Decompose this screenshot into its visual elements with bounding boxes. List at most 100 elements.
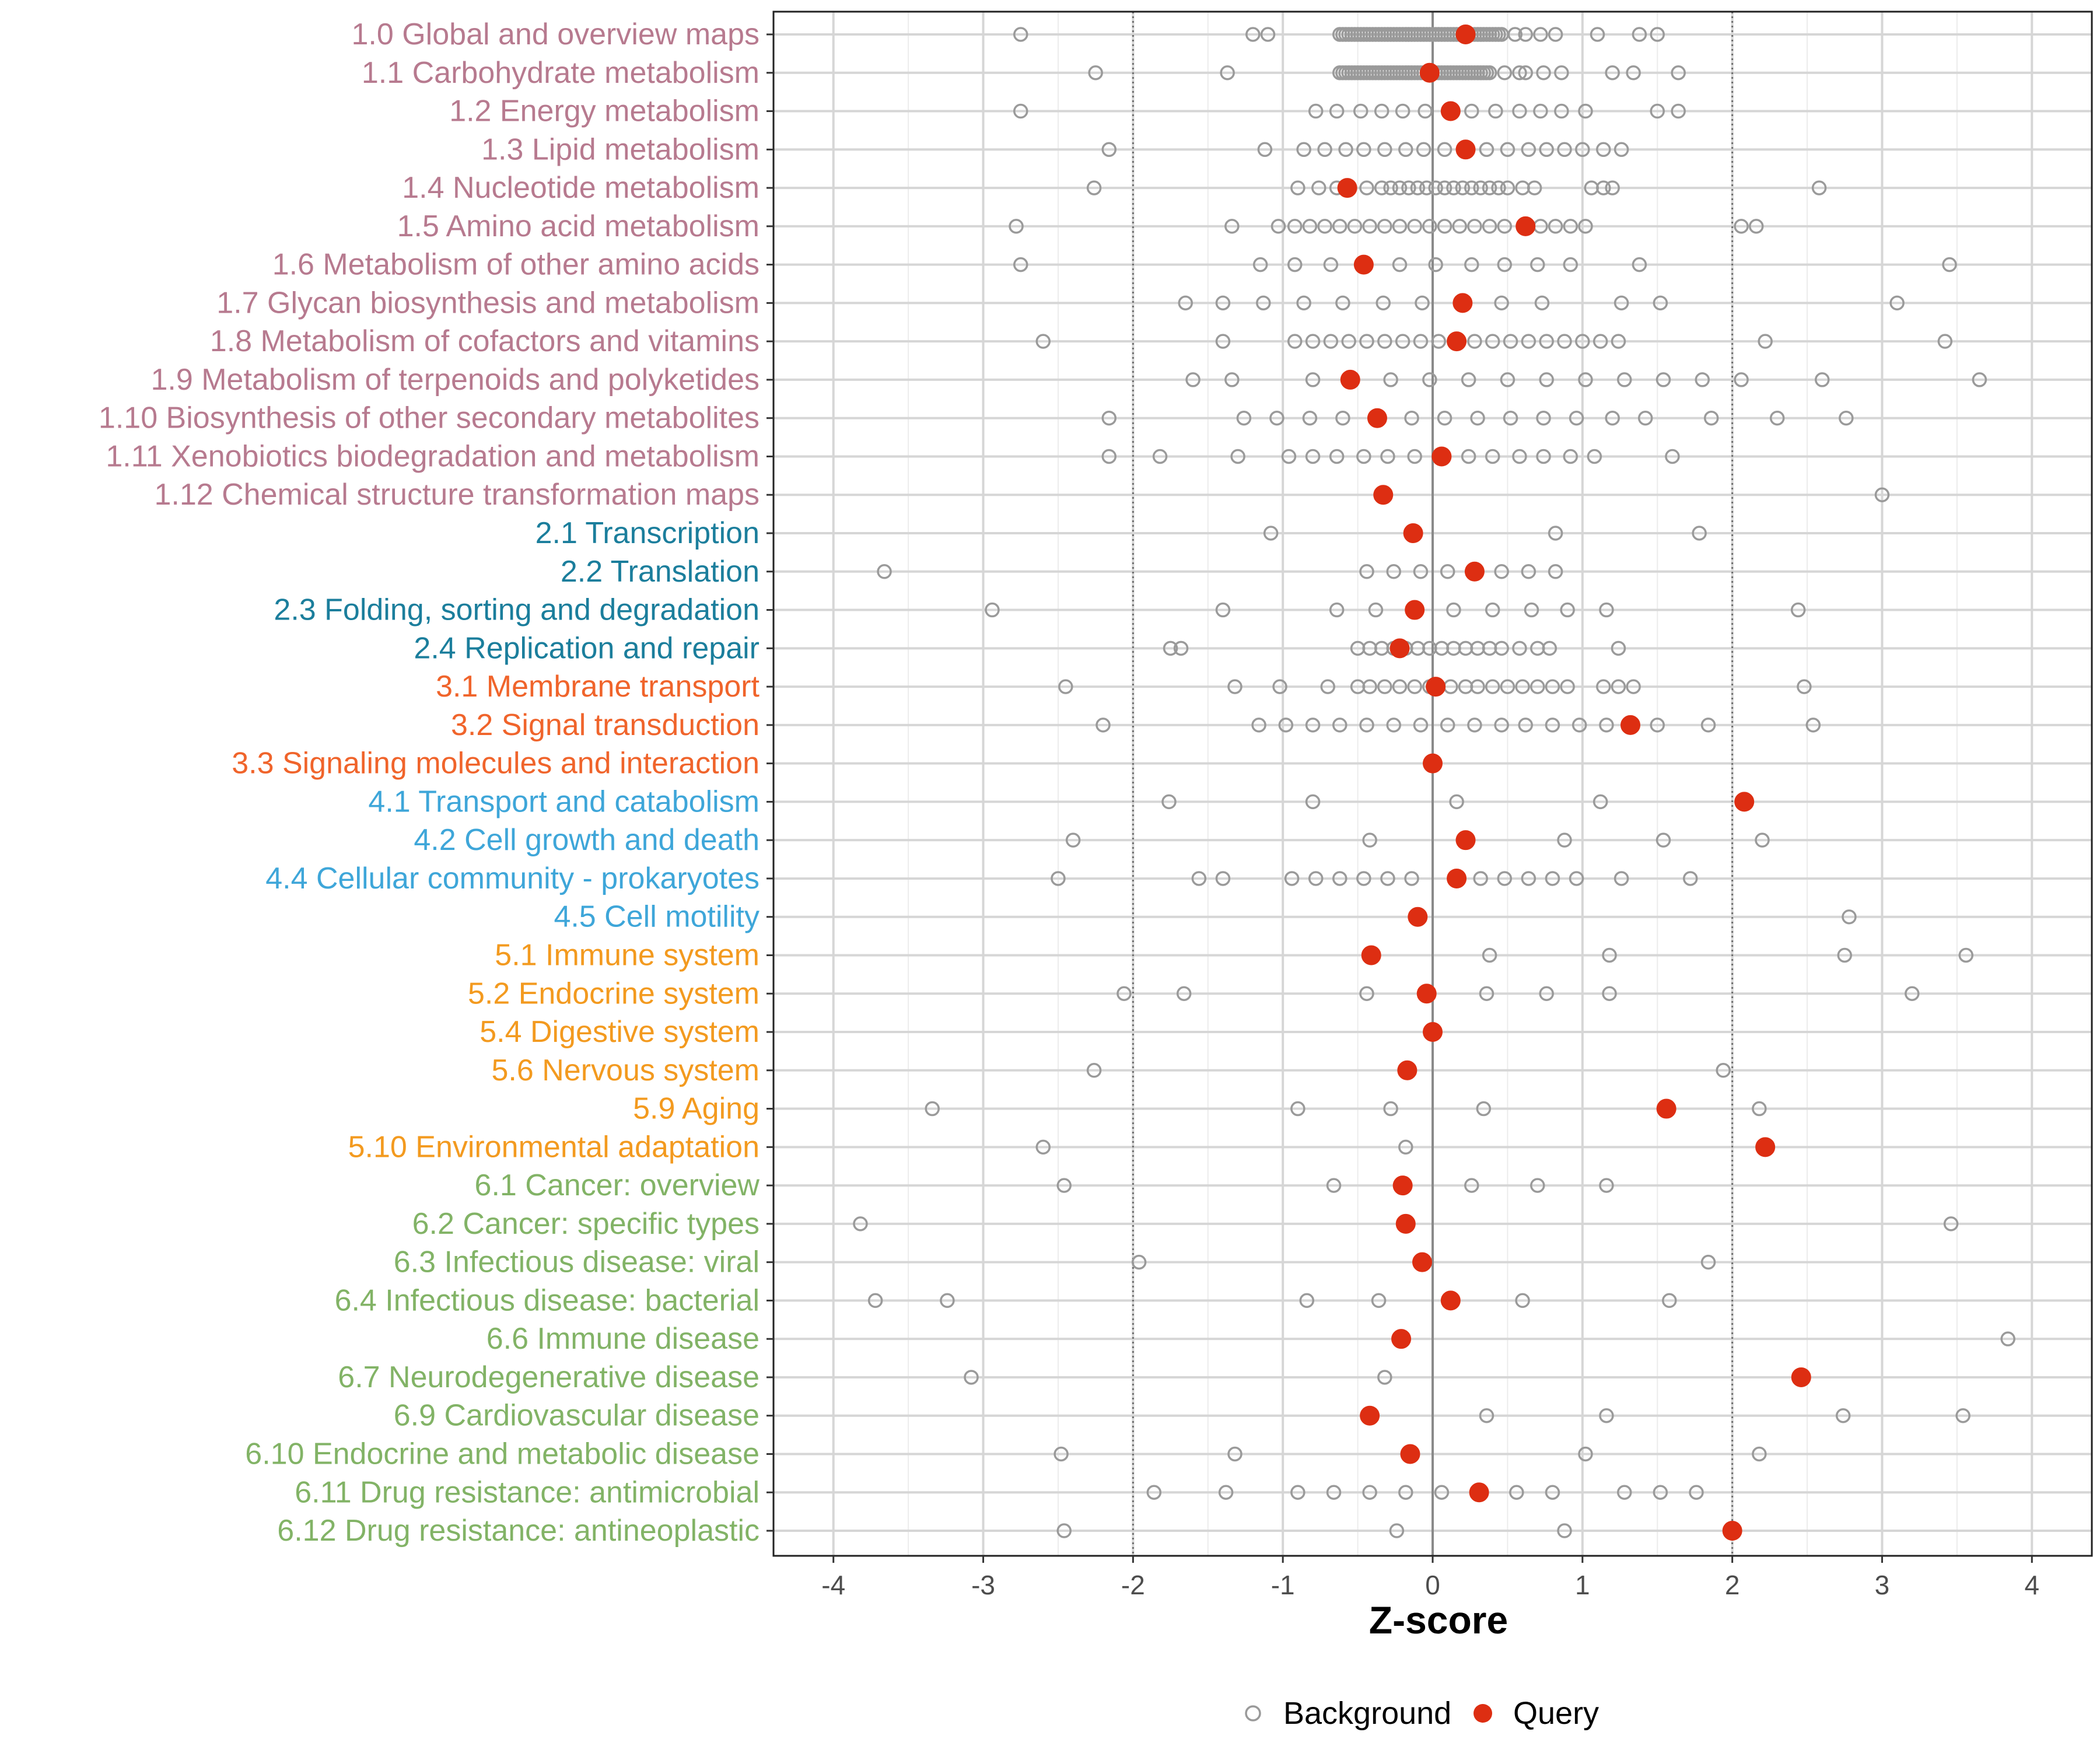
- background-point: [1215, 334, 1231, 349]
- query-point: [1755, 1137, 1776, 1157]
- background-point: [1527, 180, 1542, 195]
- background-point: [1734, 219, 1749, 234]
- y-tick-label: 3.1 Membrane transport: [436, 670, 760, 704]
- background-point: [1308, 871, 1324, 886]
- background-point: [1755, 832, 1770, 848]
- background-point: [1446, 602, 1461, 618]
- background-point: [1515, 679, 1530, 694]
- query-point: [1367, 408, 1387, 428]
- background-point: [1422, 219, 1437, 234]
- background-point: [1215, 871, 1231, 886]
- background-point: [1596, 142, 1611, 158]
- background-point: [1734, 372, 1749, 387]
- background-point: [925, 1101, 940, 1117]
- background-point: [1326, 1178, 1342, 1193]
- background-point: [1176, 986, 1192, 1001]
- background-point: [1482, 180, 1497, 195]
- legend-marker-background: [1245, 1705, 1261, 1721]
- background-point: [1326, 1485, 1342, 1500]
- background-point: [1569, 410, 1584, 426]
- background-point: [1178, 295, 1193, 311]
- background-point: [1287, 219, 1303, 234]
- background-point: [1305, 718, 1321, 733]
- background-point: [1056, 1523, 1072, 1538]
- background-point: [1563, 449, 1578, 464]
- background-point: [1428, 180, 1443, 195]
- background-point: [1191, 871, 1207, 886]
- y-tick-label: 4.4 Cellular community - prokaryotes: [265, 862, 760, 895]
- background-point: [1494, 641, 1509, 656]
- background-point: [1700, 1254, 1716, 1270]
- background-point: [1323, 334, 1339, 349]
- legend-label-query: Query: [1513, 1696, 1599, 1731]
- background-point: [1383, 1101, 1398, 1117]
- background-point: [1497, 871, 1513, 886]
- x-tick-label: 0: [1425, 1570, 1440, 1600]
- background-point: [1290, 180, 1306, 195]
- background-point: [1437, 410, 1452, 426]
- background-point: [1545, 871, 1560, 886]
- y-tick-label: 1.9 Metabolism of terpenoids and polyket…: [150, 363, 760, 397]
- y-tick-label: 2.3 Folding, sorting and degradation: [274, 593, 760, 627]
- background-point: [1503, 410, 1518, 426]
- background-point: [1335, 410, 1350, 426]
- background-point: [1605, 180, 1620, 195]
- background-point: [940, 1293, 955, 1308]
- background-point: [1332, 219, 1348, 234]
- background-point: [1578, 103, 1593, 119]
- query-point: [1455, 139, 1476, 160]
- background-point: [1665, 449, 1680, 464]
- y-tick-label: 1.5 Amino acid metabolism: [397, 209, 760, 243]
- background-point: [1422, 372, 1437, 387]
- background-point: [1305, 449, 1321, 464]
- background-point: [1413, 718, 1429, 733]
- background-point: [1482, 219, 1497, 234]
- y-tick-label: 1.1 Carbohydrate metabolism: [362, 56, 760, 90]
- background-point: [1662, 1293, 1677, 1308]
- background-point: [1227, 679, 1242, 694]
- background-point: [1539, 334, 1554, 349]
- background-point: [1356, 449, 1371, 464]
- background-point: [1805, 718, 1821, 733]
- background-point: [1748, 219, 1764, 234]
- background-point: [1419, 180, 1434, 195]
- background-point: [1317, 142, 1332, 158]
- y-tick-label: 6.1 Cancer: overview: [475, 1168, 760, 1202]
- background-point: [1329, 602, 1345, 618]
- x-tick-label: -2: [1121, 1570, 1145, 1600]
- background-point: [1485, 334, 1500, 349]
- background-point: [1512, 103, 1527, 119]
- x-tick-label: -1: [1271, 1570, 1295, 1600]
- background-point: [1356, 871, 1371, 886]
- background-point: [867, 1293, 883, 1308]
- query-point: [1337, 178, 1357, 198]
- background-point: [1437, 180, 1452, 195]
- background-point: [1497, 219, 1513, 234]
- background-point: [1359, 564, 1374, 579]
- background-point: [1682, 871, 1698, 886]
- background-point: [1554, 65, 1569, 81]
- background-point: [1518, 65, 1533, 81]
- background-point: [1703, 410, 1719, 426]
- background-point: [1521, 334, 1536, 349]
- background-point: [1587, 449, 1602, 464]
- query-point: [1455, 25, 1476, 44]
- background-point: [1563, 257, 1578, 272]
- background-point: [1653, 295, 1668, 311]
- background-point: [1386, 718, 1401, 733]
- background-point: [1215, 295, 1231, 311]
- background-point: [1347, 219, 1363, 234]
- background-point: [1605, 65, 1620, 81]
- background-point: [1530, 679, 1545, 694]
- background-point: [1056, 1178, 1072, 1193]
- y-tick-label: 6.10 Endocrine and metabolic disease: [245, 1437, 760, 1471]
- background-point: [1554, 103, 1569, 119]
- background-point: [1518, 718, 1533, 733]
- y-tick-label: 6.9 Cardiovascular disease: [394, 1399, 760, 1433]
- background-point: [1377, 219, 1392, 234]
- background-point: [1377, 1370, 1392, 1385]
- background-point: [2000, 1331, 2015, 1346]
- background-point: [1374, 180, 1390, 195]
- background-point: [1257, 142, 1273, 158]
- background-point: [1507, 27, 1522, 42]
